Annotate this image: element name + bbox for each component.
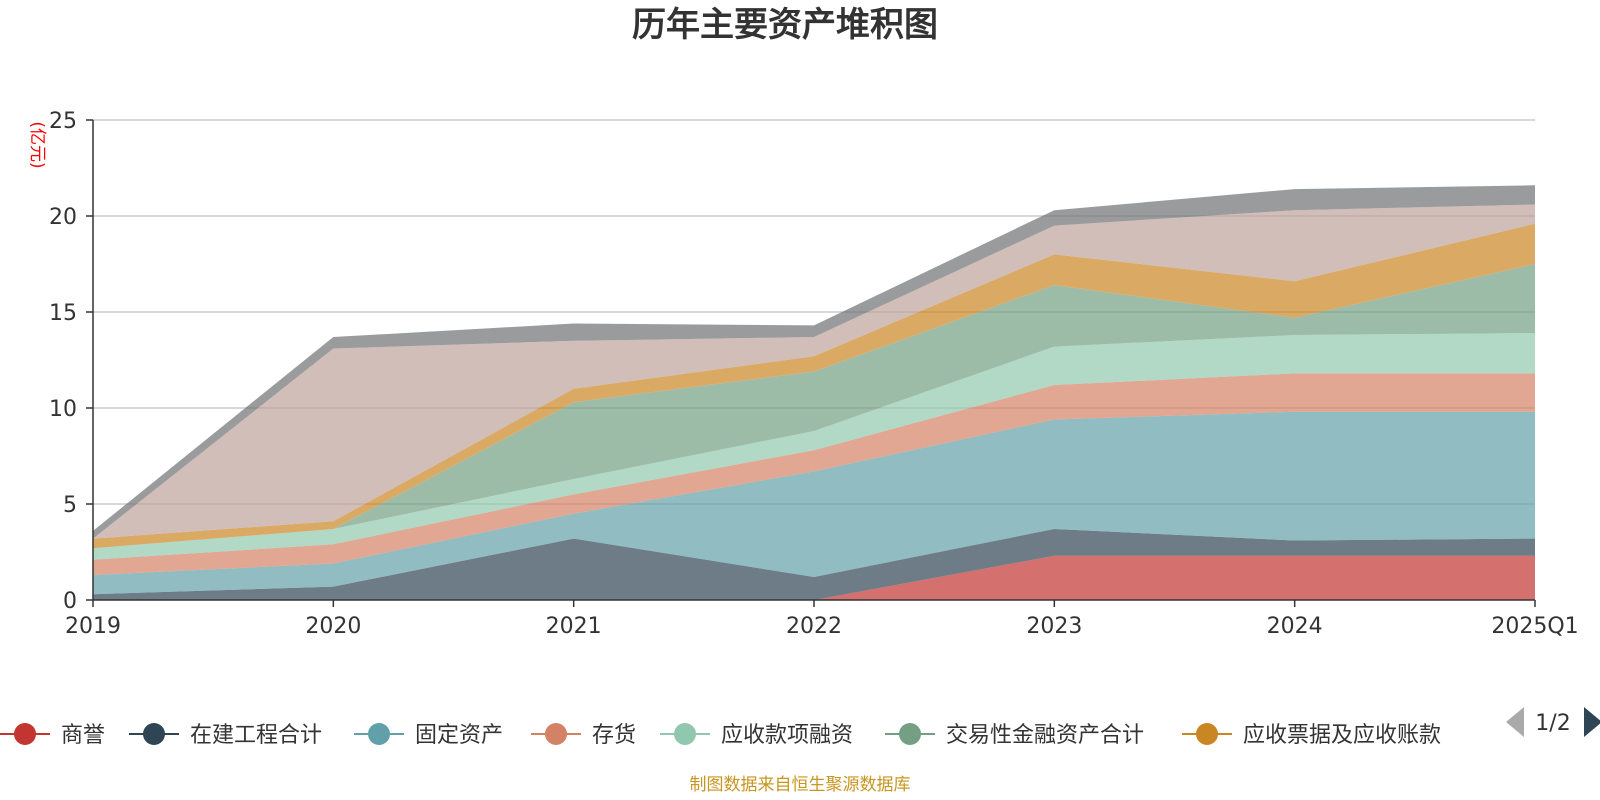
legend-marker-icon	[368, 723, 390, 745]
area-series-2: 固定资产	[93, 411, 1535, 595]
area-series-4: 应收款项融资	[93, 333, 1535, 560]
legend-label: 固定资产	[415, 723, 503, 748]
legend-marker-icon	[545, 723, 567, 745]
legend-item-6[interactable]: 应收票据及应收账款	[1182, 723, 1441, 748]
y-tick-label: 10	[49, 397, 77, 422]
y-tick-label: 15	[49, 301, 77, 326]
area-series: 商誉在建工程合计固定资产存货应收款项融资交易性金融资产合计应收票据及应收账款其他…	[93, 185, 1535, 600]
x-tick-label: 2025Q1	[1491, 614, 1578, 639]
x-tick-label: 2023	[1026, 614, 1082, 639]
legend-marker-icon	[143, 723, 165, 745]
legend-label: 应收票据及应收账款	[1243, 723, 1441, 748]
legend-item-3[interactable]: 存货	[531, 723, 636, 748]
chart-title: 历年主要资产堆积图	[632, 5, 938, 45]
x-tick-label: 2022	[786, 614, 842, 639]
legend-marker-icon	[899, 723, 921, 745]
legend-marker-icon	[14, 723, 36, 745]
area-series-7: 其他资产	[93, 204, 1535, 539]
area-series-3: 存货	[93, 373, 1535, 575]
source-note: 制图数据来自恒生聚源数据库	[690, 775, 911, 795]
legend-page-indicator: 1/2	[1535, 711, 1570, 736]
x-tick-label: 2024	[1267, 614, 1323, 639]
legend-label: 在建工程合计	[190, 723, 322, 748]
legend-item-1[interactable]: 在建工程合计	[129, 723, 322, 748]
area-series-0: 商誉	[93, 555, 1535, 600]
y-axis-unit-label: (亿元)	[27, 121, 47, 168]
x-tick-label: 2019	[65, 614, 121, 639]
legend-label: 存货	[592, 723, 636, 748]
y-tick-label: 5	[63, 493, 77, 518]
x-tick-label: 2021	[546, 614, 602, 639]
axes: 0 5 10 15 20 25 2019 2020 2021 2022 2023 2024 2025Q1	[49, 109, 1579, 639]
legend-item-4[interactable]: 应收款项融资	[660, 723, 853, 748]
area-series-1: 在建工程合计	[93, 529, 1535, 600]
legend: 商誉 在建工程合计 固定资产 存货 应收款项融资 交易性金融资产合计 应收票据及应收账款	[0, 723, 1441, 748]
legend-next-page-icon[interactable]	[1584, 707, 1600, 737]
x-tick-label: 2020	[305, 614, 361, 639]
legend-label: 应收款项融资	[721, 723, 853, 748]
legend-item-0[interactable]: 商誉	[0, 723, 105, 748]
legend-item-2[interactable]: 固定资产	[354, 723, 503, 748]
y-tick-label: 25	[49, 109, 77, 134]
legend-marker-icon	[1196, 723, 1218, 745]
y-tick-label: 0	[63, 589, 77, 614]
legend-marker-icon	[674, 723, 696, 745]
legend-label: 商誉	[61, 723, 105, 748]
legend-prev-page-icon[interactable]	[1506, 707, 1524, 737]
legend-pager: 1/2	[1506, 707, 1600, 737]
area-series-5: 交易性金融资产合计	[93, 264, 1535, 549]
legend-label: 交易性金融资产合计	[946, 723, 1144, 748]
y-tick-label: 20	[49, 205, 77, 230]
legend-item-5[interactable]: 交易性金融资产合计	[885, 723, 1144, 748]
